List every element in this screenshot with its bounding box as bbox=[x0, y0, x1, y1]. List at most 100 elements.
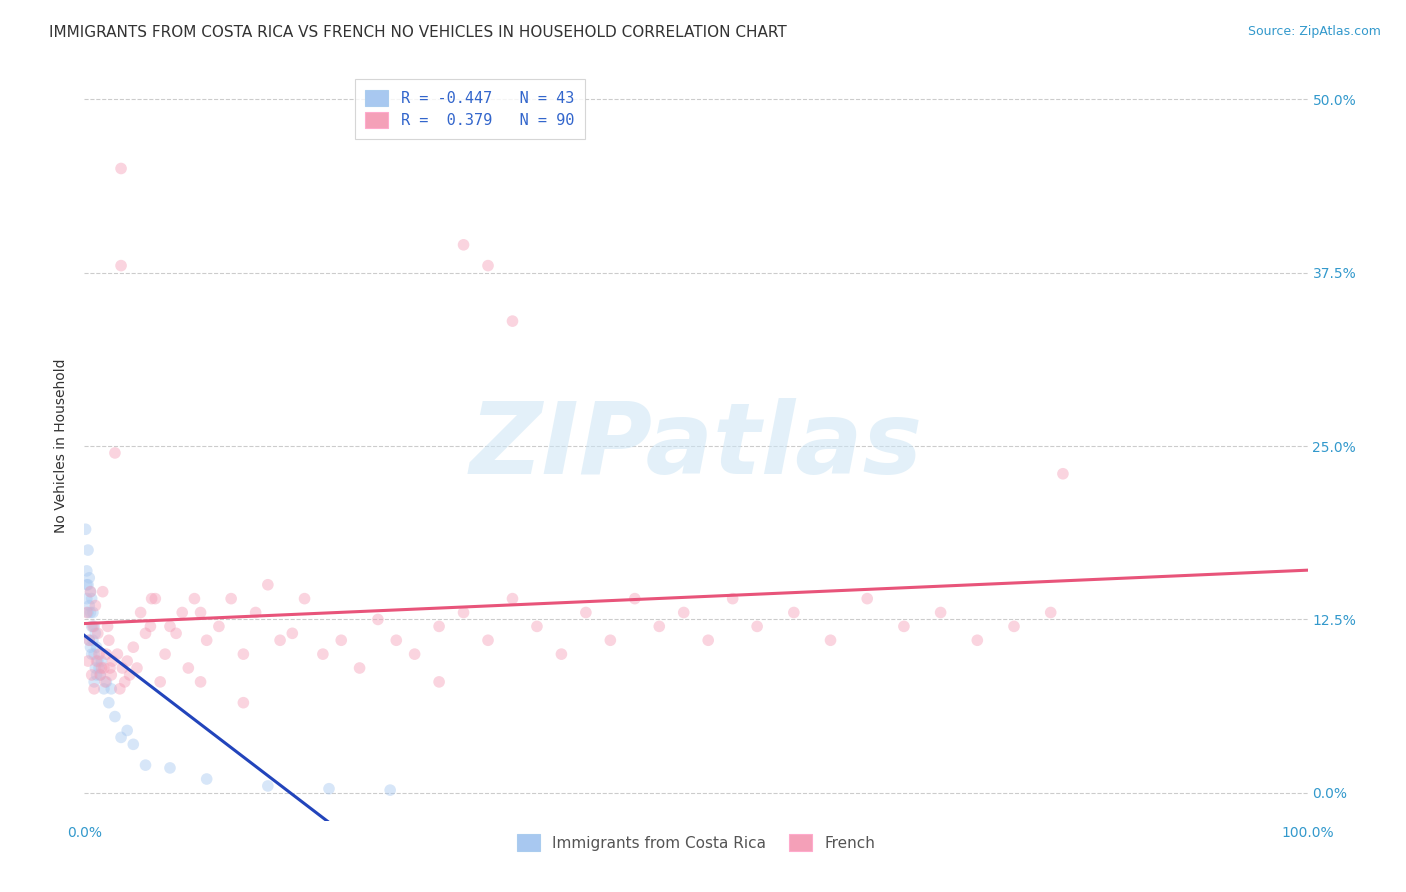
Point bbox=[550, 647, 572, 661]
Point bbox=[219, 591, 242, 606]
Point bbox=[477, 633, 499, 648]
Point bbox=[77, 633, 100, 648]
Point bbox=[139, 619, 162, 633]
Point bbox=[135, 626, 157, 640]
Point bbox=[165, 626, 187, 640]
Point bbox=[94, 674, 117, 689]
Point bbox=[330, 633, 353, 648]
Point bbox=[190, 674, 212, 689]
Point bbox=[83, 674, 105, 689]
Point bbox=[82, 633, 104, 648]
Point bbox=[98, 661, 121, 675]
Point bbox=[453, 606, 475, 620]
Point bbox=[115, 654, 138, 668]
Point bbox=[86, 640, 108, 655]
Point bbox=[502, 314, 524, 328]
Point bbox=[97, 696, 120, 710]
Point bbox=[1002, 619, 1025, 633]
Point bbox=[122, 737, 145, 751]
Point bbox=[183, 591, 205, 606]
Point bbox=[111, 661, 134, 675]
Point bbox=[149, 674, 172, 689]
Point bbox=[208, 619, 231, 633]
Point bbox=[93, 681, 115, 696]
Point bbox=[96, 647, 118, 661]
Point bbox=[385, 633, 408, 648]
Point bbox=[153, 647, 176, 661]
Point bbox=[104, 709, 127, 723]
Point bbox=[100, 681, 122, 696]
Point bbox=[453, 237, 475, 252]
Point bbox=[83, 647, 105, 661]
Point bbox=[79, 584, 101, 599]
Point bbox=[114, 674, 136, 689]
Y-axis label: No Vehicles in Household: No Vehicles in Household bbox=[53, 359, 67, 533]
Point bbox=[427, 619, 450, 633]
Point bbox=[108, 681, 131, 696]
Point bbox=[427, 674, 450, 689]
Point bbox=[893, 619, 915, 633]
Point bbox=[269, 633, 291, 648]
Point bbox=[105, 647, 128, 661]
Point bbox=[294, 591, 316, 606]
Point bbox=[380, 783, 402, 797]
Point bbox=[349, 661, 371, 675]
Legend: Immigrants from Costa Rica, French: Immigrants from Costa Rica, French bbox=[506, 823, 886, 862]
Text: ZIPatlas: ZIPatlas bbox=[470, 398, 922, 494]
Point bbox=[129, 606, 152, 620]
Point bbox=[87, 661, 110, 675]
Point bbox=[82, 619, 104, 633]
Point bbox=[177, 661, 200, 675]
Point bbox=[76, 591, 98, 606]
Point bbox=[404, 647, 426, 661]
Point bbox=[87, 647, 110, 661]
Point bbox=[77, 654, 100, 668]
Point bbox=[159, 761, 181, 775]
Point bbox=[79, 584, 101, 599]
Point bbox=[672, 606, 695, 620]
Point bbox=[135, 758, 157, 772]
Point bbox=[82, 606, 104, 620]
Point bbox=[80, 668, 103, 682]
Point bbox=[141, 591, 163, 606]
Point bbox=[87, 626, 110, 640]
Point bbox=[84, 626, 107, 640]
Point bbox=[195, 772, 218, 786]
Point bbox=[367, 612, 389, 626]
Point bbox=[91, 584, 114, 599]
Point bbox=[77, 633, 100, 648]
Point bbox=[101, 654, 124, 668]
Point bbox=[80, 591, 103, 606]
Point bbox=[80, 619, 103, 633]
Point bbox=[245, 606, 267, 620]
Point bbox=[232, 696, 254, 710]
Point bbox=[77, 578, 100, 592]
Point bbox=[87, 654, 110, 668]
Point bbox=[80, 647, 103, 661]
Point bbox=[648, 619, 671, 633]
Point bbox=[526, 619, 548, 633]
Point bbox=[747, 619, 769, 633]
Point bbox=[89, 668, 111, 682]
Point bbox=[77, 599, 100, 613]
Point bbox=[84, 661, 107, 675]
Point bbox=[118, 668, 141, 682]
Point bbox=[477, 259, 499, 273]
Point bbox=[624, 591, 647, 606]
Point bbox=[195, 633, 218, 648]
Point bbox=[856, 591, 879, 606]
Point bbox=[77, 606, 100, 620]
Point bbox=[93, 661, 115, 675]
Point bbox=[966, 633, 988, 648]
Point bbox=[929, 606, 952, 620]
Point bbox=[1052, 467, 1074, 481]
Point bbox=[79, 640, 101, 655]
Point bbox=[76, 606, 98, 620]
Point bbox=[172, 606, 194, 620]
Point bbox=[110, 731, 132, 745]
Point bbox=[97, 619, 120, 633]
Point bbox=[79, 606, 101, 620]
Point bbox=[159, 619, 181, 633]
Point bbox=[281, 626, 304, 640]
Point bbox=[125, 661, 148, 675]
